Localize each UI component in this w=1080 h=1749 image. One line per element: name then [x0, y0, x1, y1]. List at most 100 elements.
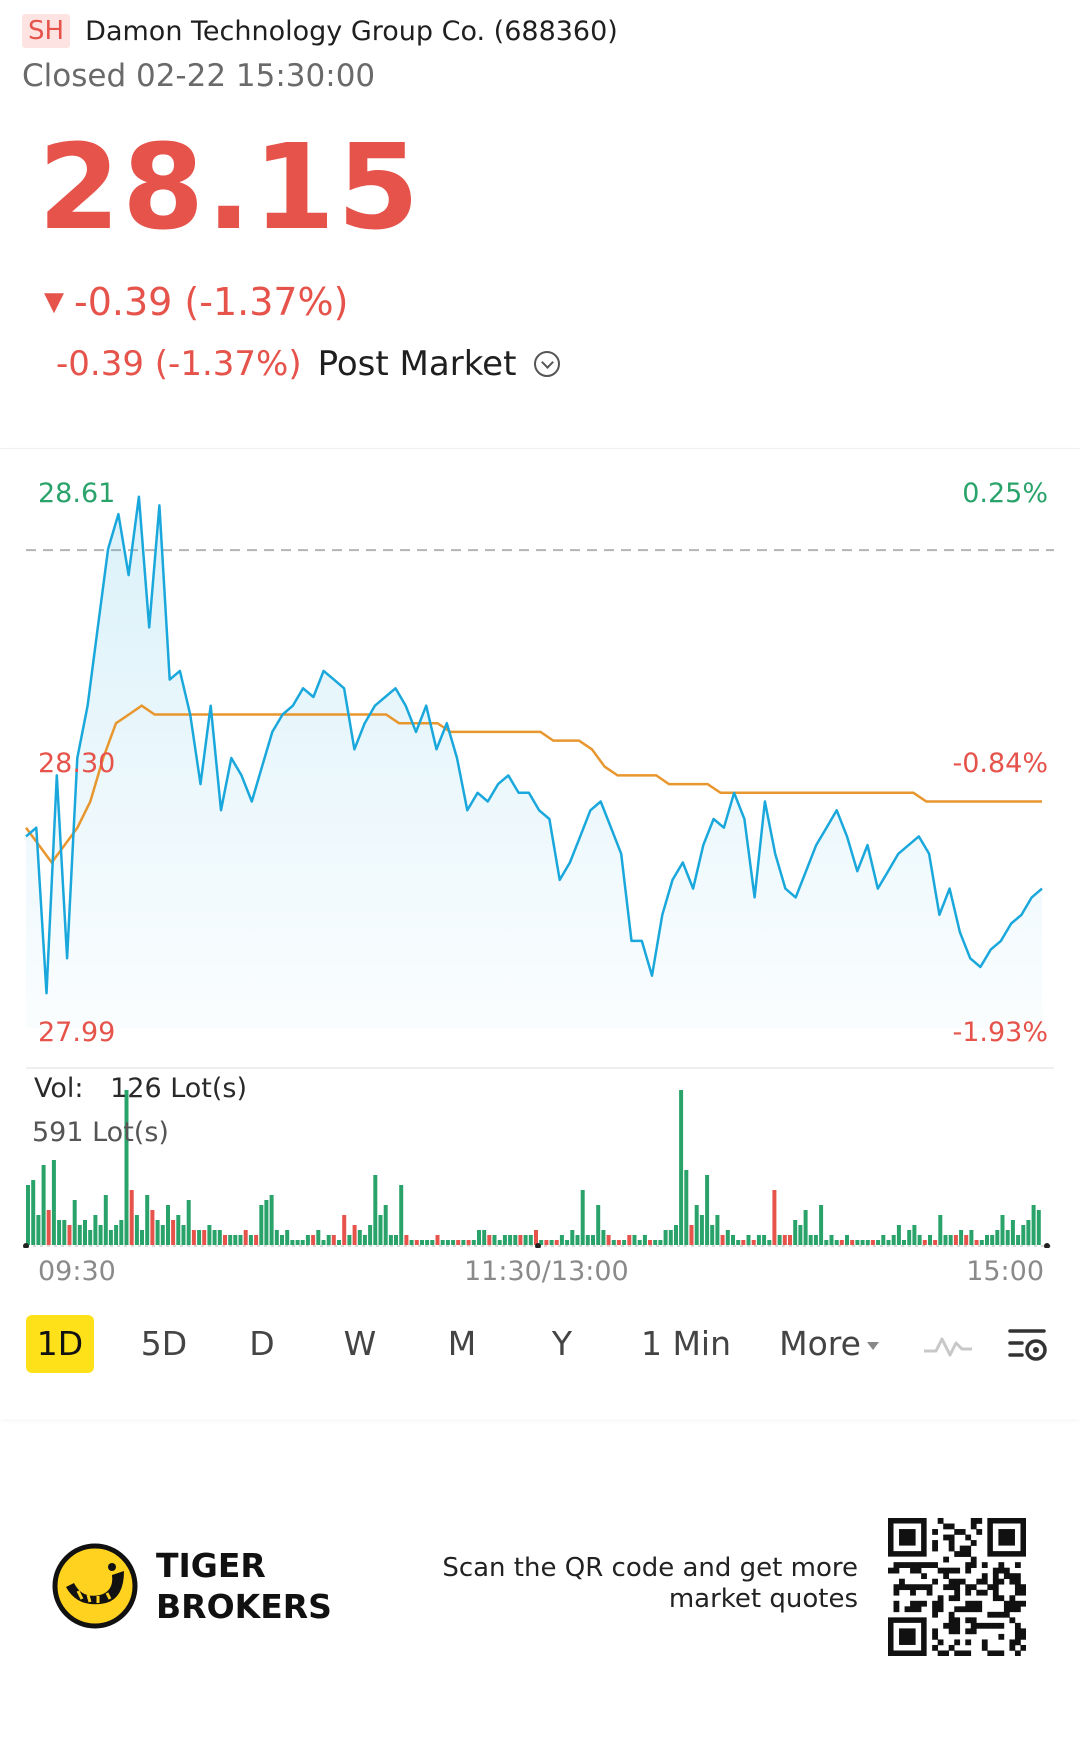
tab-y[interactable]: Y	[551, 1324, 573, 1363]
volume-bar	[420, 1240, 424, 1245]
volume-bar	[124, 1090, 129, 1245]
time-end: 15:00	[966, 1256, 1044, 1287]
volume-bar	[316, 1230, 321, 1245]
volume-bar	[762, 1235, 767, 1245]
volume-bar	[72, 1200, 77, 1245]
volume-bar	[352, 1225, 357, 1245]
volume-bar	[575, 1235, 580, 1245]
market-status: Closed 02-22 15:30:00	[22, 58, 376, 94]
qr-code	[888, 1518, 1026, 1656]
volume-bar	[290, 1240, 295, 1245]
pct-axis-mid: -0.84%	[952, 748, 1048, 779]
volume-bar	[850, 1240, 855, 1245]
y-axis-low: 27.99	[38, 1017, 116, 1048]
volume-bar	[985, 1235, 989, 1245]
volume-bar	[979, 1240, 984, 1245]
volume-bar	[876, 1240, 881, 1245]
volume-bar	[41, 1165, 46, 1245]
volume-bar	[591, 1235, 595, 1245]
volume-bar	[98, 1225, 103, 1245]
volume-bar	[362, 1235, 367, 1245]
volume-bar	[171, 1220, 176, 1245]
post-market-label: Post Market	[317, 344, 517, 384]
volume-bar	[233, 1235, 238, 1245]
down-arrow-icon: ▼	[44, 287, 64, 317]
tab-more[interactable]: More	[774, 1315, 884, 1373]
volume-bar	[793, 1220, 798, 1245]
volume-bar	[767, 1240, 772, 1245]
volume-bar	[191, 1230, 196, 1245]
volume-bar	[394, 1235, 398, 1245]
volume-bar	[513, 1235, 518, 1245]
volume-bar	[492, 1235, 497, 1245]
volume-bar	[756, 1235, 761, 1245]
volume-bar	[938, 1215, 943, 1245]
volume-bar	[202, 1230, 207, 1245]
volume-bar	[404, 1235, 409, 1245]
volume-value: 126 Lot(s)	[110, 1073, 248, 1104]
post-market-row[interactable]: -0.39 (-1.37%) Post Market	[56, 344, 561, 384]
volume-bar	[622, 1240, 627, 1245]
volume-bar	[357, 1230, 362, 1245]
volume-bar	[648, 1240, 652, 1245]
volume-bar	[383, 1205, 388, 1245]
volume-bar	[699, 1215, 704, 1245]
volume-bar	[928, 1235, 932, 1245]
volume-max: 591 Lot(s)	[32, 1117, 169, 1148]
volume-bar	[331, 1235, 336, 1245]
caret-down-icon	[866, 1341, 879, 1350]
pct-axis-high: 0.25%	[962, 478, 1048, 509]
time-marker	[535, 1243, 541, 1248]
volume-bar	[487, 1235, 492, 1245]
volume-bar	[1026, 1220, 1031, 1245]
volume-bar	[482, 1230, 487, 1245]
volume-bar	[83, 1220, 87, 1245]
tab-1-min[interactable]: 1 Min	[640, 1324, 732, 1363]
volume-bar	[280, 1235, 284, 1245]
tab-1d[interactable]: 1D	[26, 1315, 94, 1373]
volume-bar	[337, 1240, 341, 1245]
chart-settings-icon[interactable]	[1006, 1323, 1050, 1365]
volume-bar	[326, 1235, 331, 1245]
volume-bar	[715, 1215, 720, 1245]
tab-5d[interactable]: 5D	[140, 1324, 188, 1363]
volume-bar	[321, 1240, 326, 1245]
tab-d[interactable]: D	[249, 1324, 275, 1363]
volume-bar	[223, 1235, 227, 1245]
indicator-icon[interactable]	[922, 1329, 974, 1359]
volume-bar	[508, 1235, 513, 1245]
price-change: ▼ -0.39 (-1.37%)	[44, 280, 348, 324]
tab-m[interactable]: M	[447, 1324, 477, 1363]
brand-line-1: TIGER	[156, 1546, 266, 1585]
volume-bar	[679, 1090, 684, 1245]
volume-bar	[1036, 1210, 1041, 1245]
intraday-chart[interactable]	[0, 448, 1080, 1248]
volume-bar	[689, 1225, 694, 1245]
chevron-down-icon[interactable]	[534, 351, 561, 377]
volume-bar	[502, 1235, 507, 1245]
volume-bar	[824, 1240, 829, 1245]
volume-bar	[969, 1230, 974, 1245]
volume-bar	[855, 1240, 860, 1245]
volume-bar	[31, 1180, 36, 1245]
time-start: 09:30	[38, 1256, 116, 1287]
volume-bar	[134, 1215, 139, 1245]
volume-bar	[534, 1230, 538, 1245]
volume-bar	[285, 1230, 290, 1245]
volume-bar	[207, 1225, 212, 1245]
post-market-change: -0.39 (-1.37%)	[56, 344, 302, 384]
avg-price-line	[24, 704, 1042, 865]
tab-w[interactable]: W	[343, 1324, 377, 1363]
volume-bar	[186, 1200, 191, 1245]
volume-bar	[1021, 1225, 1026, 1245]
volume-bar	[46, 1210, 51, 1245]
volume-bar	[585, 1235, 590, 1245]
volume-bar	[819, 1205, 824, 1245]
volume-bar	[870, 1240, 875, 1245]
volume-bar	[896, 1225, 901, 1245]
volume-header: Vol: 126 Lot(s)	[34, 1073, 247, 1104]
volume-bar	[1010, 1220, 1015, 1245]
volume-bar	[782, 1235, 787, 1245]
volume-bar	[114, 1225, 119, 1245]
volume-bar	[596, 1205, 601, 1245]
